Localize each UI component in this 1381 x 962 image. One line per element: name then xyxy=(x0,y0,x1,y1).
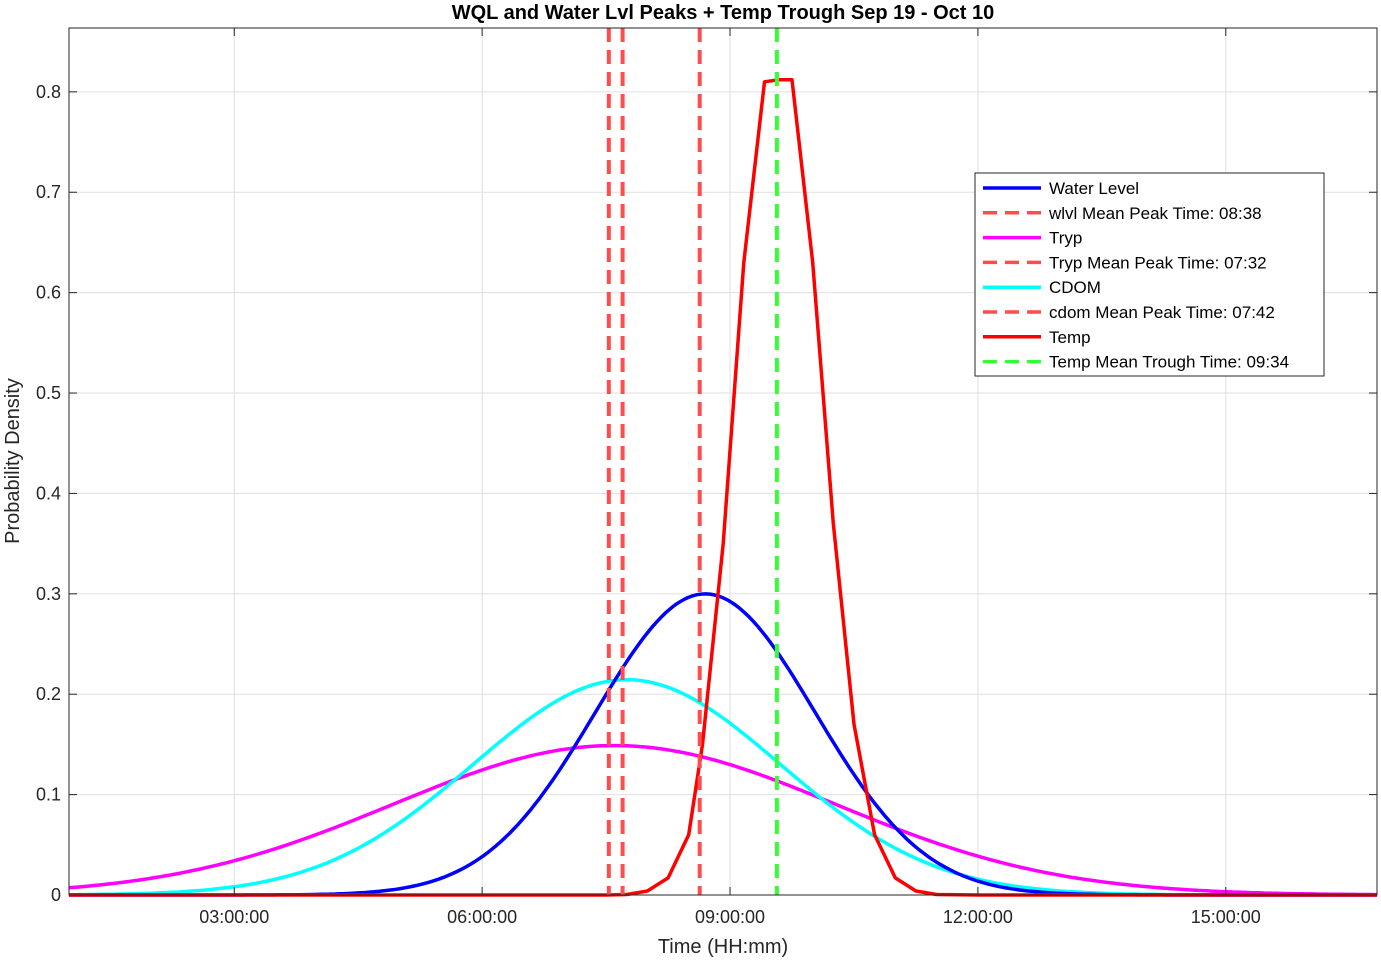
legend-label: cdom Mean Peak Time: 07:42 xyxy=(1049,303,1275,322)
x-axis-label: Time (HH:mm) xyxy=(658,936,788,958)
legend-label: Tryp xyxy=(1049,229,1082,248)
legend-box xyxy=(974,172,1325,377)
y-tick-label: 0.5 xyxy=(36,383,61,403)
plot-background xyxy=(69,28,1377,895)
plot-frame xyxy=(68,27,1378,896)
series-tryp xyxy=(68,743,1377,897)
y-tick-label: 0.4 xyxy=(36,483,61,503)
legend-label: Tryp Mean Peak Time: 07:32 xyxy=(1049,253,1267,272)
x-tick-label: 12:00:00 xyxy=(943,907,1013,927)
x-tick-label: 09:00:00 xyxy=(695,907,765,927)
y-tick-label: 0.1 xyxy=(36,785,61,805)
x-tick-label: 03:00:00 xyxy=(199,907,269,927)
legend-label: Temp Mean Trough Time: 09:34 xyxy=(1049,353,1289,372)
chart-title: WQL and Water Lvl Peaks + Temp Trough Se… xyxy=(452,2,995,24)
x-tick-label: 06:00:00 xyxy=(447,907,517,927)
legend-label: Temp xyxy=(1049,328,1091,347)
y-tick-label: 0.8 xyxy=(36,82,61,102)
ticks: 03:00:00 06:00:00 09:00:00 12:00:00 15:00:00… xyxy=(36,28,1377,927)
legend-label: Water Level xyxy=(1049,179,1139,198)
y-tick-label: 0.3 xyxy=(36,584,61,604)
x-tick-label: 15:00:00 xyxy=(1191,907,1261,927)
legend: Water Level wlvl Mean Peak Time: 08:38 Try… xyxy=(974,172,1325,377)
y-tick-label: 0 xyxy=(51,885,61,905)
y-tick-label: 0.7 xyxy=(36,182,61,202)
y-axis-label: Probability Density xyxy=(2,378,24,544)
legend-label: CDOM xyxy=(1049,278,1101,297)
y-tick-label: 0.2 xyxy=(36,684,61,704)
y-tick-label: 0.6 xyxy=(36,283,61,303)
legend-label: wlvl Mean Peak Time: 08:38 xyxy=(1048,204,1262,223)
